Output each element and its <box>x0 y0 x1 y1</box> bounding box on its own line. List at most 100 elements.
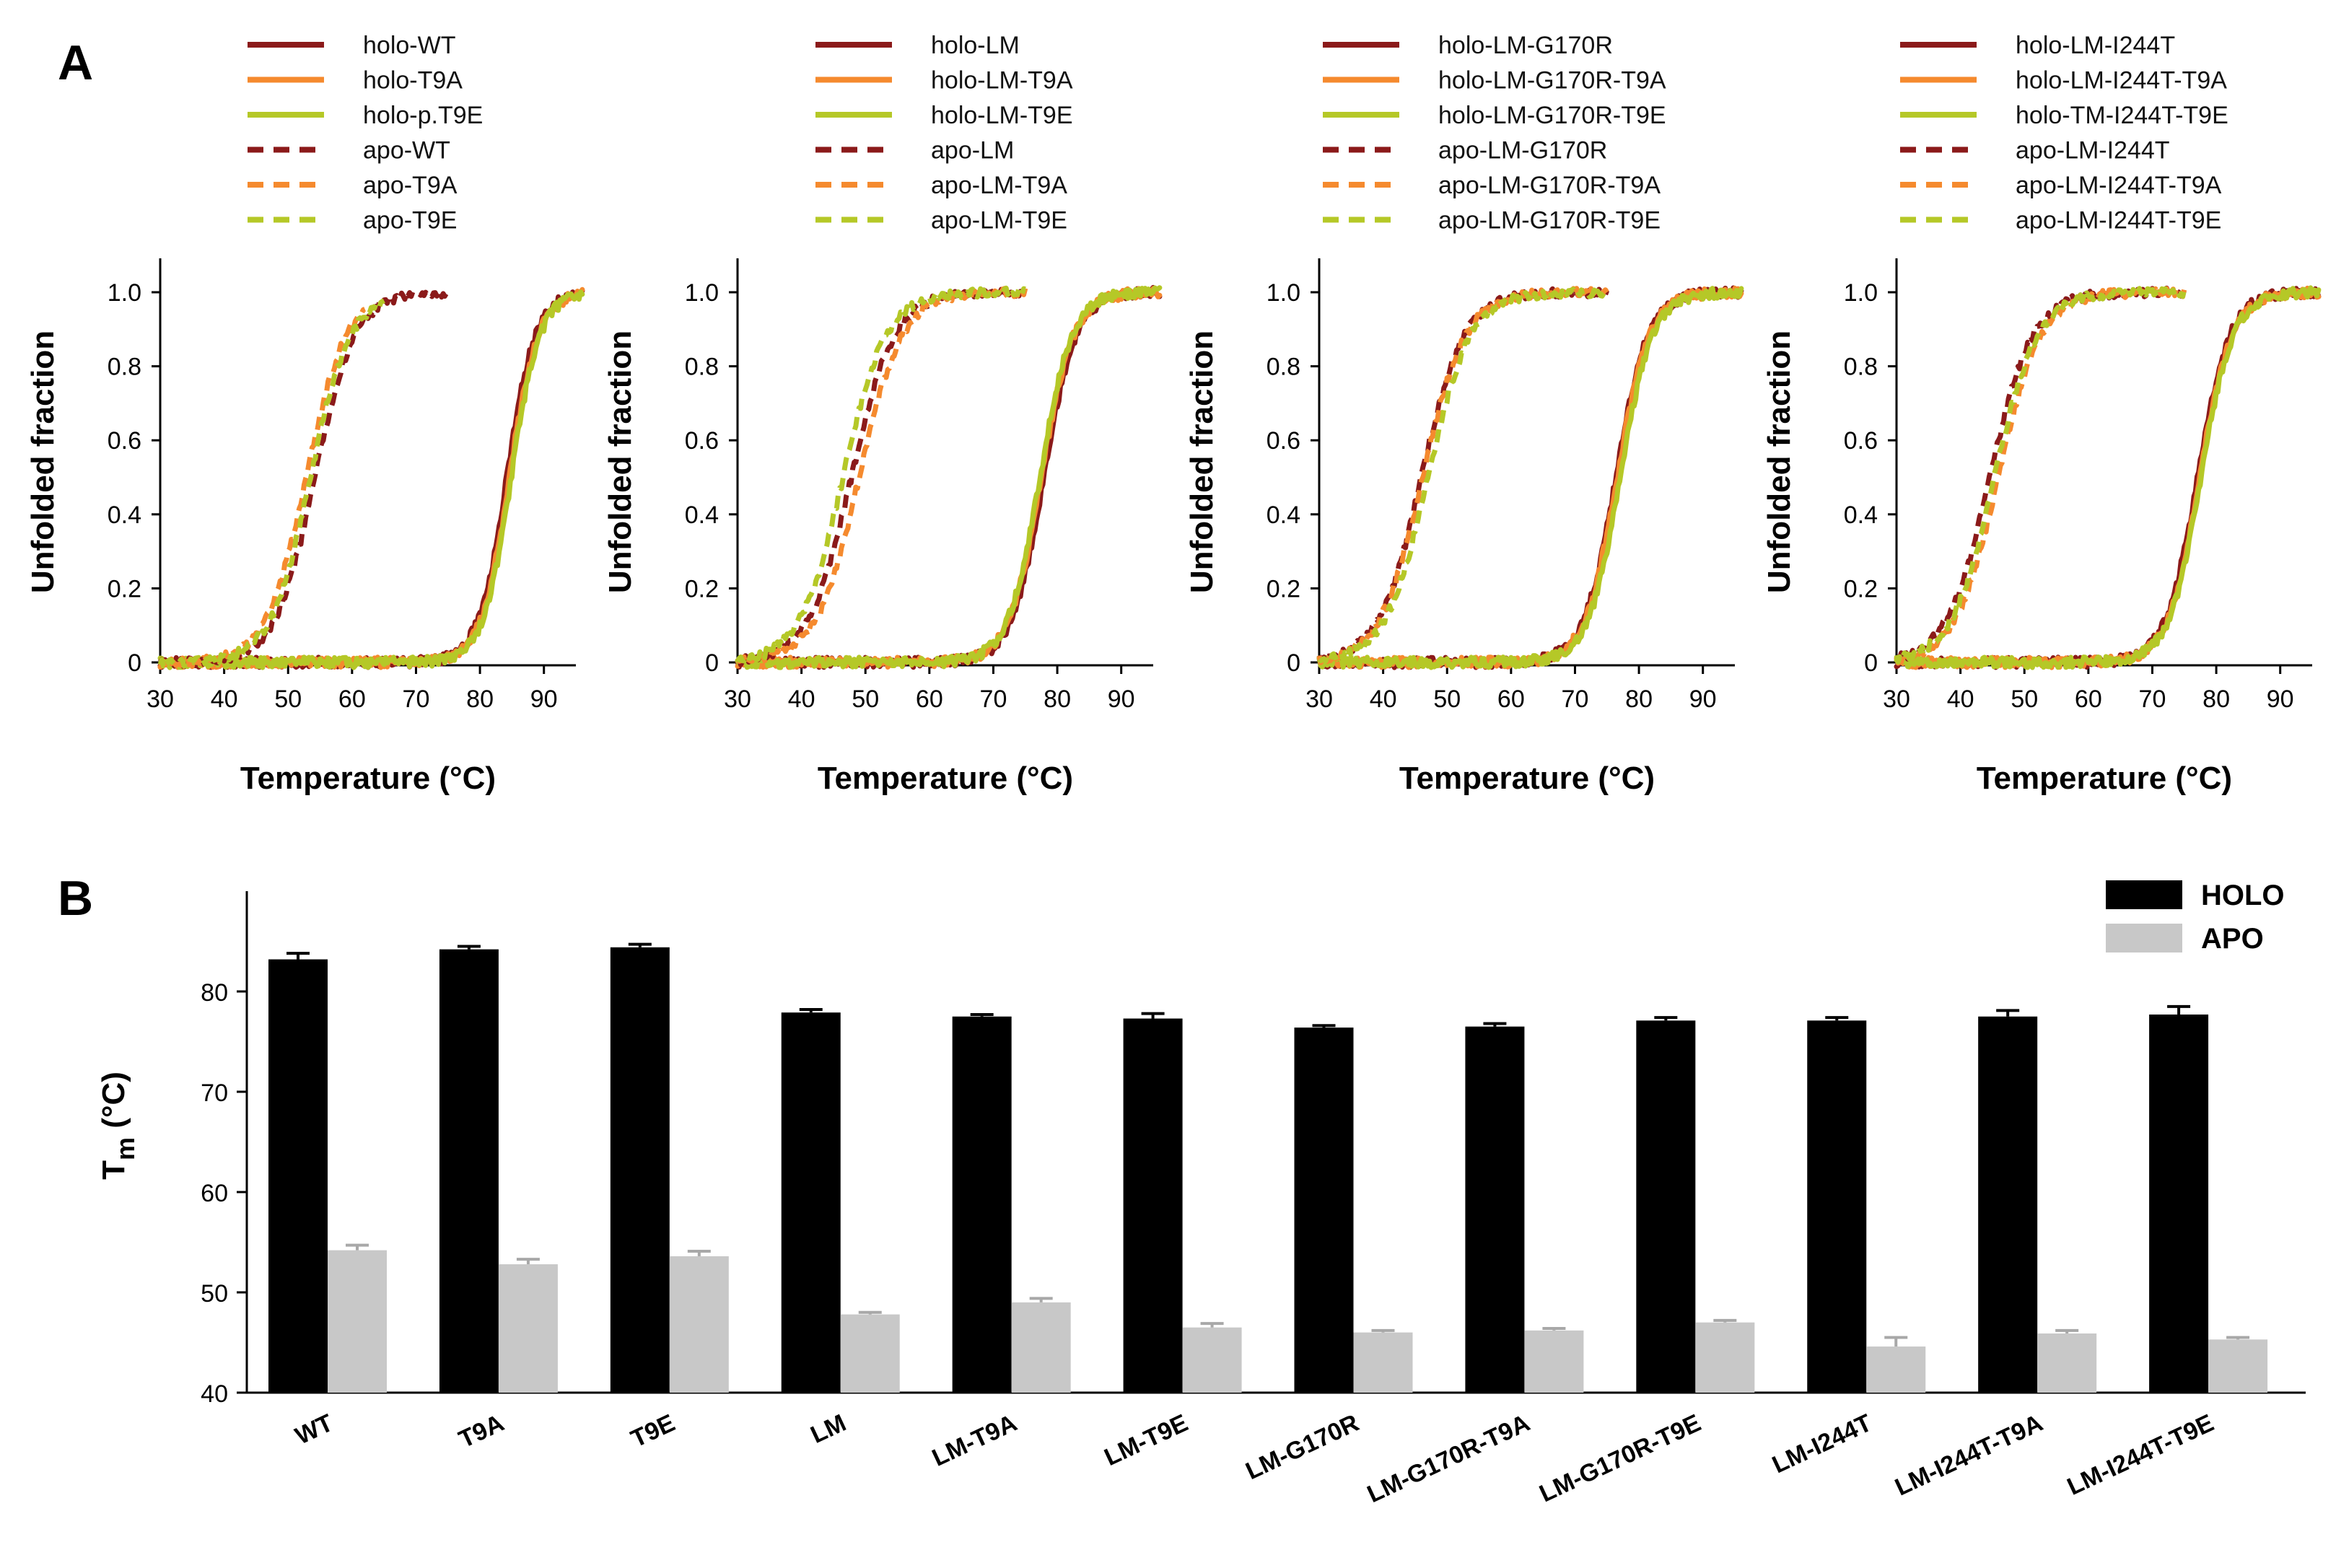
bar-apo-LM <box>840 1314 900 1393</box>
x-tick-label: 70 <box>403 686 430 713</box>
x-tick-label: 50 <box>2011 686 2038 713</box>
category-label-LM: LM <box>807 1409 851 1449</box>
curve-holo-LM-T9A <box>735 286 1163 670</box>
curve-apo-LM-T9A <box>735 286 1028 667</box>
legend-label-holo-LM-G170R: holo-LM-G170R <box>1438 32 1613 59</box>
x-tick-label: 30 <box>724 686 751 713</box>
legend-label-apo-LM-G170R-T9A: apo-LM-G170R-T9A <box>1438 172 1661 199</box>
legend-label-apo-LM: apo-LM <box>931 137 1014 165</box>
category-label-LM-T9E: LM-T9E <box>1101 1409 1192 1471</box>
bar-y-tick-label: 40 <box>201 1380 228 1408</box>
bar-apo-LM-G170R-T9A <box>1524 1330 1584 1393</box>
category-label-LM-G170R: LM-G170R <box>1241 1409 1362 1485</box>
legend-label-holo-WT: holo-WT <box>363 32 455 59</box>
y-tick-label: 0.6 <box>108 427 141 455</box>
legend-label-apo-LM-I244T-T9A: apo-LM-I244T-T9A <box>2016 172 2222 199</box>
y-tick-label: 0.4 <box>1844 502 1878 529</box>
y-tick-label: 0.6 <box>685 427 719 455</box>
x-tick-label: 40 <box>1370 686 1397 713</box>
bar-holo-WT <box>268 959 328 1393</box>
panel-b-tm-bar-chart: 40 50 60 70 80 Tm (°C) WT T9A T9E LM LM-T9A LM-T9E L… <box>96 880 2306 1508</box>
y-tick-label: 1.0 <box>1844 279 1878 307</box>
curve-apo-LM-T9E <box>735 285 1027 665</box>
legend-label-apo-LM-G170R: apo-LM-G170R <box>1438 137 1607 165</box>
curve-apo-LM-I244T <box>1894 285 2187 662</box>
x-tick-label: 50 <box>1433 686 1461 713</box>
category-label-LM-G170R-T9A: LM-G170R-T9A <box>1363 1409 1534 1508</box>
bar-y-tick-label: 50 <box>201 1280 228 1308</box>
curve-holo-LM-T9E <box>735 285 1163 670</box>
bar-apo-LM-I244T <box>1866 1346 1926 1393</box>
y-tick-label: 0.4 <box>108 502 141 529</box>
y-tick-label: 0.2 <box>1844 575 1878 603</box>
x-tick-label: 70 <box>2139 686 2166 713</box>
bar-apo-LM-G170R <box>1353 1332 1413 1393</box>
x-tick-label: 60 <box>2075 686 2102 713</box>
x-tick-label: 80 <box>2202 686 2230 713</box>
y-tick-label: 0.4 <box>1267 502 1300 529</box>
panel-a-melting-curves: holo-WT holo-T9A holo-p.T9E apo-WT apo-T9A ap… <box>25 32 2322 796</box>
y-tick-label: 1.0 <box>108 279 141 307</box>
x-tick-label: 70 <box>980 686 1007 713</box>
curve-apo-T9A <box>159 307 367 669</box>
bar-y-axis-title: Tm (°C) <box>96 1072 140 1180</box>
bar-y-tick-label: 70 <box>201 1079 228 1107</box>
category-label-T9E: T9E <box>627 1409 680 1453</box>
bar-holo-LM-T9E <box>1123 1018 1183 1393</box>
x-tick-label: 90 <box>2267 686 2294 713</box>
bar-apo-LM-I244T-T9A <box>2037 1333 2097 1393</box>
legend-label-apo-T9A: apo-T9A <box>363 172 458 199</box>
x-tick-label: 80 <box>466 686 494 713</box>
curve-holo-T9A <box>157 286 585 670</box>
y-tick-label: 0 <box>705 649 719 677</box>
legend-label-apo-T9E: apo-T9E <box>363 207 457 235</box>
x-tick-label: 60 <box>916 686 943 713</box>
y-tick-label: 0.6 <box>1844 427 1878 455</box>
x-tick-label: 80 <box>1044 686 1071 713</box>
y-tick-label: 0.8 <box>685 354 719 381</box>
panel-label-b: B <box>58 871 93 926</box>
legend-label-holo: HOLO <box>2201 880 2285 911</box>
legend-label-holo-LM-I244T: holo-LM-I244T <box>2016 32 2175 59</box>
bar-holo-LM <box>781 1012 841 1393</box>
curve-holo-TM-I244T-T9E <box>1894 285 2322 670</box>
category-label-T9A: T9A <box>455 1409 508 1454</box>
legend-label-holo-LM-T9E: holo-LM-T9E <box>931 102 1073 129</box>
melting-curve-chart-2: holo-LM holo-LM-T9A holo-LM-T9E apo-LM apo-L… <box>603 32 1163 796</box>
y-tick-label: 0.4 <box>685 502 719 529</box>
y-axis-title: Unfolded fraction <box>25 330 61 593</box>
legend-label-apo-LM-T9A: apo-LM-T9A <box>931 172 1067 199</box>
y-tick-label: 0.8 <box>1267 354 1300 381</box>
bar-holo-LM-T9A <box>952 1016 1012 1393</box>
x-tick-label: 90 <box>530 686 558 713</box>
x-tick-label: 70 <box>1562 686 1589 713</box>
legend-label-holo-LM-T9A: holo-LM-T9A <box>931 67 1073 95</box>
curve-apo-LM-I244T-T9A <box>1894 286 2187 665</box>
legend-label-apo: APO <box>2201 923 2264 955</box>
bar-holo-LM-I244T-T9E <box>2149 1014 2209 1393</box>
x-tick-label: 30 <box>1883 686 1910 713</box>
y-axis-title: Unfolded fraction <box>603 330 638 593</box>
curve-apo-LM-I244T-T9E <box>1894 286 2187 665</box>
x-tick-label: 40 <box>211 686 238 713</box>
bar-apo-WT <box>328 1250 387 1393</box>
x-tick-label: 50 <box>274 686 302 713</box>
category-label-LM-I244T: LM-I244T <box>1768 1409 1876 1479</box>
y-tick-label: 0.2 <box>685 575 719 603</box>
x-tick-label: 60 <box>1497 686 1525 713</box>
melting-curve-chart-4: holo-LM-I244T holo-LM-I244T-T9A holo-TM-I2… <box>1762 32 2322 796</box>
bar-holo-LM-I244T-T9A <box>1978 1016 2038 1393</box>
legend-swatch-apo <box>2106 924 2182 952</box>
y-tick-label: 1.0 <box>685 279 719 307</box>
category-label-WT: WT <box>291 1409 337 1450</box>
category-label-LM-G170R-T9E: LM-G170R-T9E <box>1535 1409 1705 1508</box>
x-axis-title: Temperature (°C) <box>1977 761 2232 796</box>
curve-holo-WT <box>157 288 585 670</box>
x-tick-label: 60 <box>338 686 366 713</box>
x-axis-title: Temperature (°C) <box>1399 761 1655 796</box>
curve-holo-LM-G170R-T9E <box>1316 286 1744 670</box>
curve-holo-p.T9E <box>157 289 585 670</box>
x-tick-label: 50 <box>852 686 879 713</box>
bar-apo-LM-T9A <box>1011 1302 1071 1393</box>
